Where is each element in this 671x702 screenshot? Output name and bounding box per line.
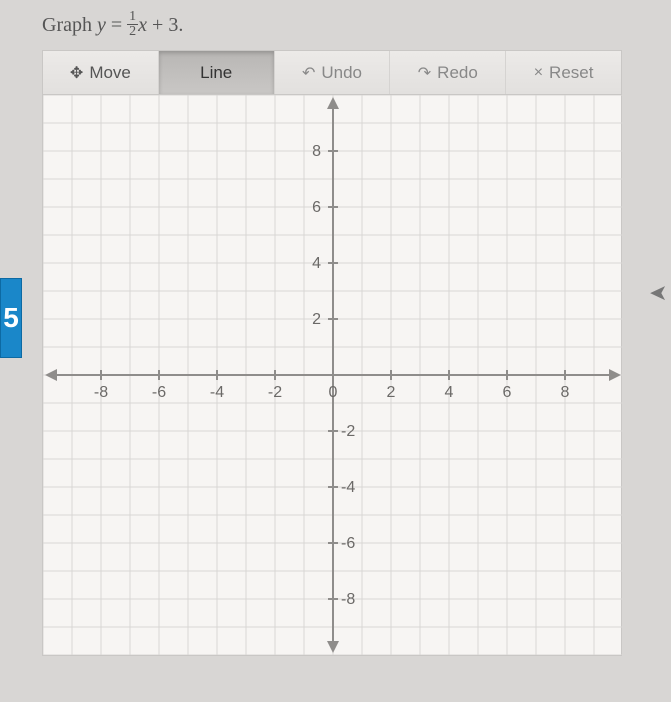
cursor-icon: ➤ [649,280,667,306]
reset-button[interactable]: × Reset [506,51,621,94]
graph-tool: ✥ Move Line ↶ Undo ↷ Redo × Reset -8 -6 -4 -2 0 2 4 6 8 2… [42,50,622,656]
prompt-var-y: y [97,14,106,36]
svg-text:2: 2 [312,311,321,328]
prompt-var-x: x [138,14,147,36]
svg-text:0: 0 [329,384,338,401]
fraction-num: 1 [127,10,138,25]
svg-text:-6: -6 [152,384,166,401]
reset-icon: × [534,64,543,82]
svg-text:2: 2 [387,384,396,401]
redo-icon: ↷ [418,63,431,83]
svg-text:-8: -8 [94,384,108,401]
prompt-suffix: + 3. [147,14,183,36]
svg-text:8: 8 [561,384,570,401]
move-label: Move [89,63,131,83]
line-button[interactable]: Line [159,51,275,94]
fraction-den: 2 [127,25,138,39]
svg-text:6: 6 [503,384,512,401]
move-button[interactable]: ✥ Move [43,51,159,94]
prompt-equals: = [106,14,127,36]
svg-text:4: 4 [312,255,321,272]
redo-button[interactable]: ↷ Redo [390,51,506,94]
svg-text:-4: -4 [341,479,355,496]
coordinate-grid: -8 -6 -4 -2 0 2 4 6 8 2 4 6 8 -2 -4 -6 -8 [43,95,623,655]
undo-button[interactable]: ↶ Undo [275,51,391,94]
fraction: 12 [127,10,138,39]
side-tab-label: 5 [3,302,19,334]
svg-text:4: 4 [445,384,454,401]
svg-text:-2: -2 [268,384,282,401]
svg-text:-8: -8 [341,591,355,608]
side-tab[interactable]: 5 [0,278,22,358]
undo-label: Undo [321,63,362,83]
svg-text:6: 6 [312,199,321,216]
svg-text:-6: -6 [341,535,355,552]
svg-text:-2: -2 [341,423,355,440]
line-label: Line [200,63,232,83]
prompt-prefix: Graph [42,14,97,36]
svg-text:8: 8 [312,143,321,160]
redo-label: Redo [437,63,478,83]
toolbar: ✥ Move Line ↶ Undo ↷ Redo × Reset [43,51,621,95]
move-icon: ✥ [70,63,83,83]
undo-icon: ↶ [302,63,315,83]
svg-text:-4: -4 [210,384,224,401]
equation-prompt: Graph y = 12x + 3. [42,12,183,41]
graph-canvas[interactable]: -8 -6 -4 -2 0 2 4 6 8 2 4 6 8 -2 -4 -6 -8 [43,95,621,655]
reset-label: Reset [549,63,593,83]
